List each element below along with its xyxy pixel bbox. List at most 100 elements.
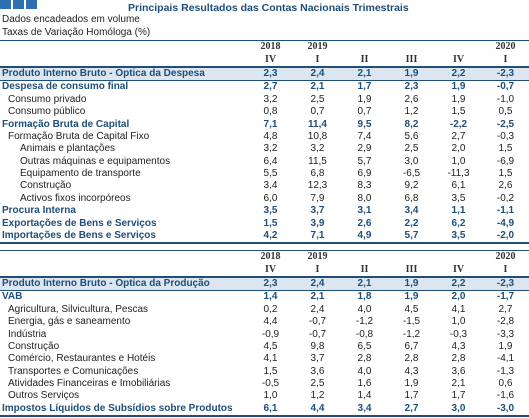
cell-value: -3,3 (496, 328, 515, 340)
table-row: Transportes e Comunicações 1,5 3,6 4,0 4,3 3,… (0, 366, 529, 378)
cell-value: 1,9 (357, 93, 372, 105)
cell-value: 2,8 (357, 353, 372, 365)
cell-value: -0,7 (308, 328, 327, 340)
cell-value: 2,2 (435, 66, 482, 82)
cell-value: 4,0 (357, 365, 372, 377)
table-row: Construção 3,4 12,3 8,3 9,2 6,1 2,6 (0, 180, 529, 192)
cell-value: 8,0 (357, 192, 372, 204)
cell-value: 7,9 (310, 192, 325, 204)
cell-value: -2,3 (482, 276, 529, 292)
cell-value: 0,7 (310, 106, 325, 118)
row-label: Indústria (8, 328, 47, 340)
cell-value: 1,9 (388, 276, 435, 292)
cell-value: 2,8 (404, 353, 419, 365)
cell-value: 9,8 (310, 340, 325, 352)
cell-value: 3,0 (404, 155, 419, 167)
cell-value: 2,4 (294, 276, 341, 292)
row-label: Consumo privado (8, 93, 87, 105)
cell-value: 0,2 (263, 303, 278, 315)
table-row: Consumo público 0,8 0,7 0,7 1,2 1,5 0,5 (0, 106, 529, 118)
cell-value: -1,5 (402, 316, 421, 328)
year-row: 2018 2019 2020 (0, 40, 529, 54)
cell-value: 2,2 (404, 217, 419, 229)
cell-value: 4,0 (357, 303, 372, 315)
subtitle: Dados encadeados em volume (2, 14, 140, 25)
cell-value: -0,5 (261, 378, 280, 390)
cell-value: 2,1 (341, 66, 388, 82)
row-label: Produto Interno Bruto - Óptica da Despes… (0, 66, 247, 82)
table-row: Construção 4,5 9,8 6,5 6,7 4,3 1,9 (0, 341, 529, 353)
cell-value: 6,9 (357, 168, 372, 180)
cell-value: 3,7 (310, 205, 325, 217)
table-row: Procura Interna 3,5 3,7 3,1 3,4 1,1 -1,1 (0, 205, 529, 217)
cell-value: 4,3 (451, 340, 466, 352)
year-header (388, 40, 435, 54)
cell-value: 0,7 (357, 106, 372, 118)
cell-value: -1,2 (355, 316, 374, 328)
cell-value: 8,2 (404, 118, 419, 130)
cell-value: 3,6 (310, 365, 325, 377)
cell-value: 4,9 (341, 229, 388, 245)
cell-value: 1,2 (310, 390, 325, 402)
quarter-row: IV I II III IV I (0, 263, 529, 278)
row-label: VAB (2, 291, 23, 303)
cell-value: -3,0 (482, 402, 529, 418)
row-label: Outros Serviços (8, 390, 80, 402)
cell-value: -2,3 (482, 66, 529, 82)
cell-value: 2,5 (310, 93, 325, 105)
cell-value: 3,1 (357, 205, 372, 217)
table-row: Impostos Líquidos de Subsídios sobre Pro… (0, 402, 529, 418)
cell-value: 3,0 (435, 402, 482, 418)
row-label: Construção (20, 180, 72, 192)
cell-value: -0,3 (449, 328, 468, 340)
cell-value: 2,3 (247, 276, 294, 292)
cell-value: 1,4 (263, 291, 278, 303)
cell-value: -0,9 (261, 328, 280, 340)
cell-value: 9,2 (404, 180, 419, 192)
cell-value: 1,1 (451, 205, 466, 217)
quarter-header: I (482, 263, 529, 278)
row-label: Equipamento de transporte (20, 168, 141, 180)
cell-value: 3,7 (310, 353, 325, 365)
cell-value: 1,5 (263, 365, 278, 377)
cell-value: 6,7 (404, 340, 419, 352)
cell-value: 2,1 (310, 291, 325, 303)
table-row: Atividades Financeiras e Imobiliárias -0,… (0, 378, 529, 390)
table-row: Importações de Bens e Serviços 4,2 7,1 4,9 5… (0, 229, 529, 245)
cell-value: 1,5 (498, 168, 513, 180)
year-header: 2018 (247, 250, 294, 264)
table-row: Formação Bruta de Capital 7,1 11,4 9,5 8,2 -2… (0, 118, 529, 130)
row-label: Agricultura, Silvicultura, Pescas (8, 303, 149, 315)
quarter-header: I (294, 53, 341, 68)
row-label: Atividades Financeiras e Imobiliárias (8, 378, 171, 390)
cell-value: 1,9 (451, 93, 466, 105)
cell-value: 2,0 (451, 143, 466, 155)
cell-value: 7,1 (294, 229, 341, 245)
table-row: Equipamento de transporte 5,5 6,8 6,9 -6,5 -1… (0, 168, 529, 180)
cell-value: 12,3 (307, 180, 328, 192)
year-row: 2018 2019 2020 (0, 250, 529, 264)
cell-value: 3,5 (263, 205, 278, 217)
year-header: 2019 (294, 40, 341, 54)
cell-value: 2,1 (341, 276, 388, 292)
cell-value: -2,8 (496, 316, 515, 328)
cell-value: 2,7 (498, 303, 513, 315)
quarter-row: IV I II III IV I (0, 53, 529, 68)
cell-value: 5,7 (388, 229, 435, 245)
page-title: Principais Resultados das Contas Naciona… (128, 2, 409, 14)
table-row: Consumo privado 3,2 2,5 1,9 2,6 1,9 -1,0 (0, 94, 529, 106)
quarter-header: IV (435, 53, 482, 68)
cell-value: 1,0 (451, 316, 466, 328)
cell-value: 2,6 (357, 217, 372, 229)
cell-value: 0,5 (498, 106, 513, 118)
cell-value: -0,2 (496, 192, 515, 204)
cell-value: 2,9 (357, 143, 372, 155)
cell-value: 4,8 (263, 130, 278, 142)
cell-value: 2,4 (310, 303, 325, 315)
cell-value: 1,5 (498, 143, 513, 155)
year-header: 2018 (247, 40, 294, 54)
cell-value: -0,8 (355, 328, 374, 340)
cell-value: 1,7 (404, 390, 419, 402)
cell-value: 6,8 (404, 192, 419, 204)
cell-value: -0,7 (308, 316, 327, 328)
